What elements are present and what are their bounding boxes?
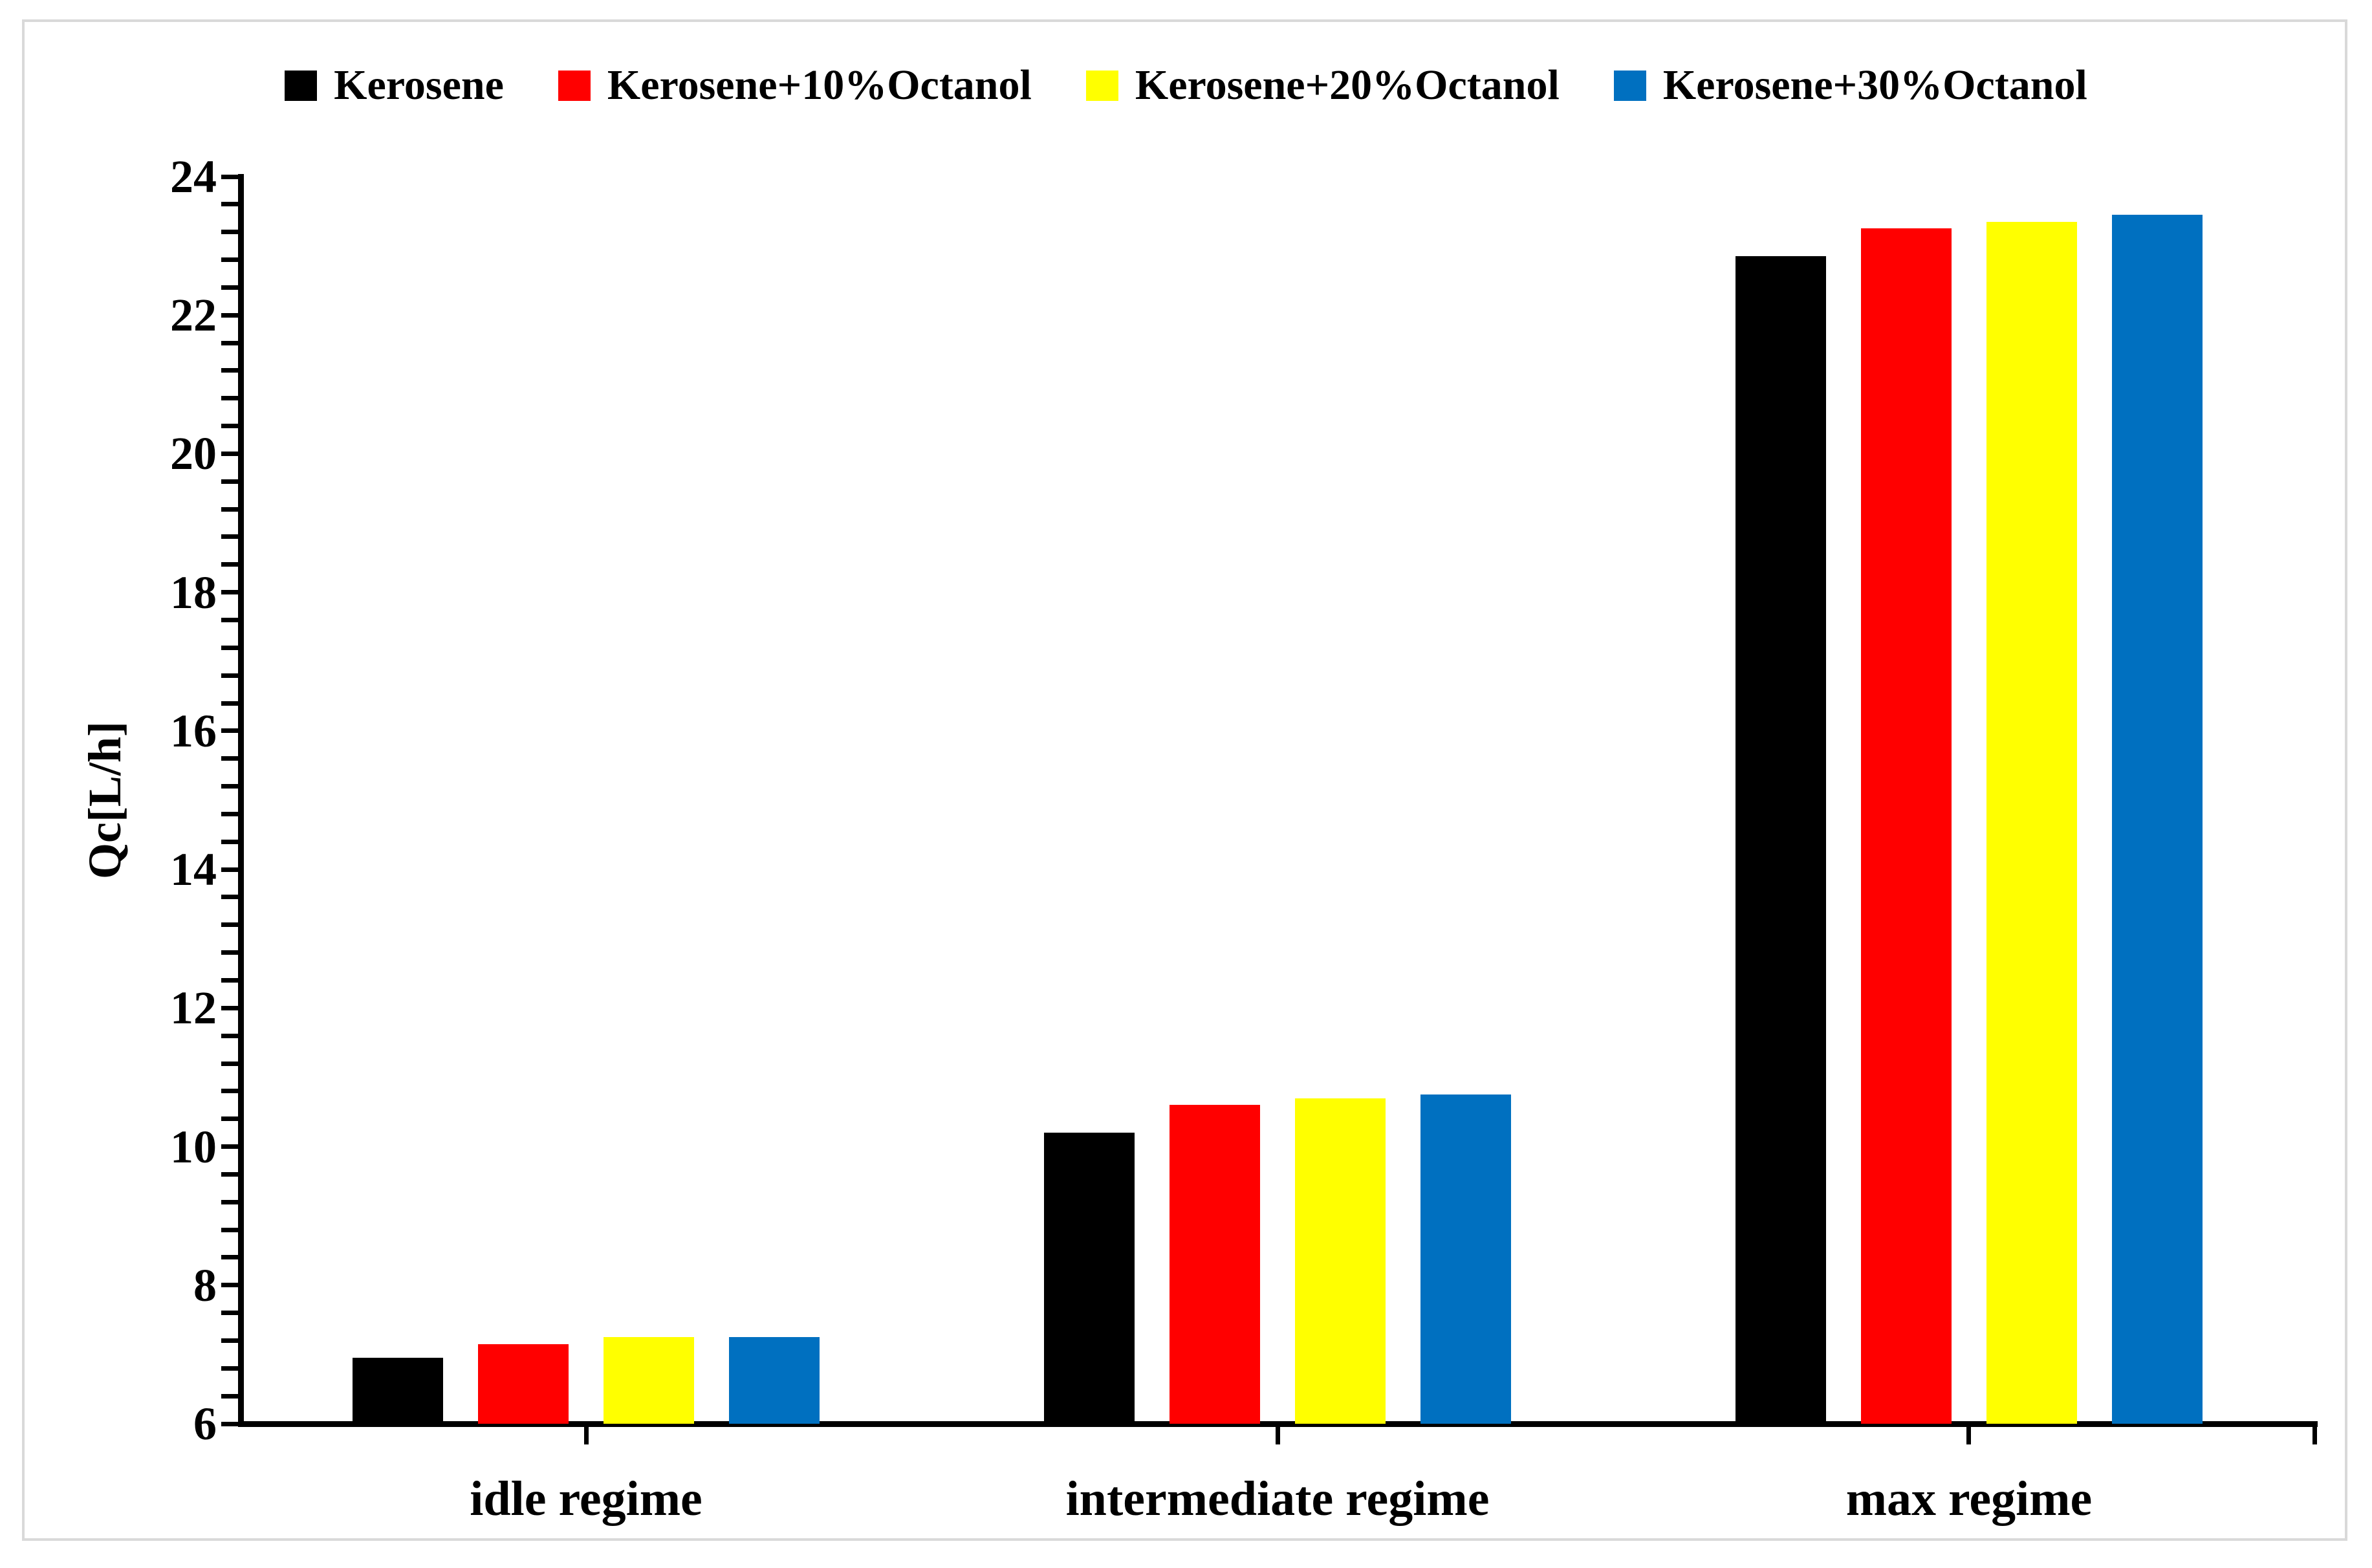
y-axis-title: Qc[L/h] <box>79 721 131 879</box>
legend-label: Kerosene <box>334 61 504 109</box>
bar-kerosene-cat1 <box>1044 1133 1135 1424</box>
y-minor-tick <box>221 257 238 262</box>
y-minor-tick <box>221 230 238 234</box>
y-tick-label: 8 <box>193 1259 217 1311</box>
y-tick-label: 6 <box>193 1398 217 1450</box>
y-minor-tick <box>221 1172 238 1177</box>
y-minor-tick <box>221 1394 238 1399</box>
x-axis-end-tick <box>2312 1424 2317 1444</box>
bar-kerosene-30-octanol-cat1 <box>1420 1094 1511 1424</box>
y-minor-tick <box>221 507 238 512</box>
legend-item-kerosene: Kerosene <box>285 64 504 107</box>
y-minor-tick <box>221 202 238 206</box>
y-minor-tick <box>221 1366 238 1371</box>
legend-marker-icon <box>285 70 318 101</box>
y-minor-tick <box>221 1422 238 1426</box>
x-category-tick <box>1966 1424 1971 1444</box>
bar-kerosene-20-octanol-cat1 <box>1295 1098 1386 1424</box>
y-minor-tick <box>221 534 238 539</box>
y-minor-tick <box>221 895 238 899</box>
y-minor-tick <box>221 922 238 927</box>
legend-label: Kerosene+10%Octanol <box>607 61 1032 109</box>
y-minor-tick <box>221 341 238 345</box>
bar-kerosene-10-octanol-cat0 <box>478 1344 569 1424</box>
bar-kerosene-20-octanol-cat2 <box>1986 222 2077 1424</box>
y-minor-tick <box>221 1338 238 1343</box>
bar-kerosene-cat0 <box>353 1358 443 1424</box>
bar-kerosene-30-octanol-cat2 <box>2112 215 2203 1424</box>
y-minor-tick <box>221 1144 238 1149</box>
y-minor-tick <box>221 1283 238 1287</box>
y-minor-tick <box>221 840 238 844</box>
y-minor-tick <box>221 812 238 816</box>
y-minor-tick <box>221 424 238 428</box>
y-minor-tick <box>221 590 238 594</box>
y-tick-label: 22 <box>170 289 217 341</box>
y-minor-tick <box>221 285 238 290</box>
y-minor-tick <box>221 396 238 400</box>
y-tick-label: 20 <box>170 428 217 479</box>
y-tick-label: 24 <box>170 151 217 202</box>
y-minor-tick <box>221 673 238 678</box>
y-minor-tick <box>221 1228 238 1232</box>
x-category-tick <box>584 1424 589 1444</box>
y-minor-tick <box>221 175 238 179</box>
y-minor-tick <box>221 452 238 456</box>
y-minor-tick <box>221 1116 238 1121</box>
legend-label: Kerosene+20%Octanol <box>1135 61 1560 109</box>
legend-item-kerosene-30-octanol: Kerosene+30%Octanol <box>1613 61 2087 109</box>
bar-kerosene-cat2 <box>1735 256 1826 1424</box>
y-minor-tick <box>221 1089 238 1093</box>
legend: Kerosene Kerosene+10%Octanol Kerosene+20%O… <box>39 50 2333 120</box>
y-minor-tick <box>221 646 238 650</box>
y-tick-label: 12 <box>170 982 217 1034</box>
x-category-label: max regime <box>1845 1472 2093 1526</box>
legend-item-kerosene-20-octanol: Kerosene+20%Octanol <box>1085 61 1560 109</box>
y-tick-label: 16 <box>170 705 217 757</box>
y-axis-line <box>238 174 244 1427</box>
y-minor-tick <box>221 1311 238 1315</box>
legend-marker-icon <box>558 70 591 101</box>
y-minor-tick <box>221 1062 238 1066</box>
legend-item-kerosene-10-octanol: Kerosene+10%Octanol <box>558 64 1032 107</box>
y-minor-tick <box>221 1255 238 1259</box>
y-tick-label: 10 <box>170 1121 217 1173</box>
x-category-label: intermediate regime <box>1065 1472 1490 1526</box>
y-minor-tick <box>221 784 238 789</box>
legend-marker-icon <box>1085 70 1118 101</box>
y-minor-tick <box>221 950 238 955</box>
y-minor-tick <box>221 1006 238 1010</box>
y-minor-tick <box>221 368 238 373</box>
bar-kerosene-10-octanol-cat2 <box>1861 228 1952 1424</box>
y-minor-tick <box>221 618 238 622</box>
y-tick-label: 18 <box>170 567 217 618</box>
y-minor-tick <box>221 313 238 318</box>
y-minor-tick <box>221 701 238 706</box>
bar-kerosene-10-octanol-cat1 <box>1170 1105 1260 1424</box>
x-category-label: idle regime <box>470 1472 702 1526</box>
legend-label: Kerosene+30%Octanol <box>1662 61 2087 109</box>
y-minor-tick <box>221 756 238 761</box>
y-minor-tick <box>221 728 238 733</box>
legend-marker-icon <box>1613 70 1646 101</box>
y-minor-tick <box>221 1200 238 1204</box>
bar-kerosene-30-octanol-cat0 <box>729 1337 820 1424</box>
x-category-tick <box>1276 1424 1280 1444</box>
y-minor-tick <box>221 479 238 484</box>
y-tick-label: 14 <box>170 844 217 895</box>
y-minor-tick <box>221 978 238 983</box>
y-minor-tick <box>221 562 238 567</box>
y-minor-tick <box>221 867 238 872</box>
bar-kerosene-20-octanol-cat0 <box>604 1337 694 1424</box>
y-minor-tick <box>221 1034 238 1038</box>
